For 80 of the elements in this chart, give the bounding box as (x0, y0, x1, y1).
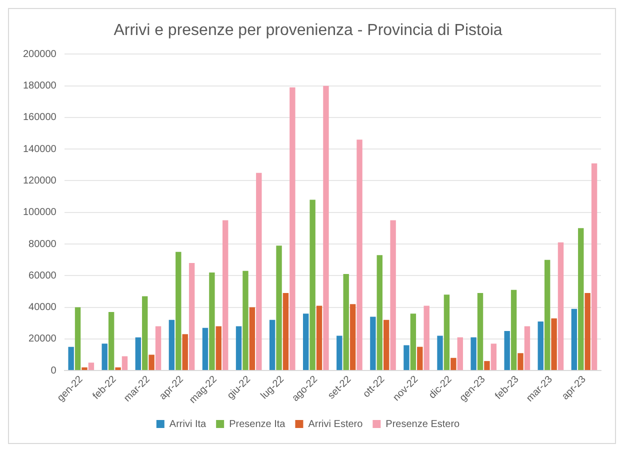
bar (256, 172, 262, 370)
bar (202, 328, 208, 370)
y-tick-label: 120000 (22, 175, 57, 186)
bar (316, 306, 322, 370)
bar (350, 304, 356, 370)
bar (74, 307, 81, 370)
legend-label: Arrivi Estero (308, 418, 364, 430)
bar (390, 220, 396, 370)
y-tick-label: 160000 (22, 112, 57, 124)
bar (544, 260, 550, 370)
bar (182, 334, 188, 370)
bar (404, 345, 410, 370)
bar (457, 337, 463, 370)
bar (490, 344, 497, 370)
bar (370, 316, 376, 370)
bar (142, 296, 148, 370)
bar (323, 86, 329, 370)
bar (470, 337, 476, 370)
bar (558, 242, 564, 370)
bar (102, 344, 108, 370)
bar (383, 320, 390, 370)
bar (510, 290, 517, 370)
y-tick-label: 0 (50, 365, 57, 376)
bar (269, 320, 276, 370)
bar (343, 274, 349, 370)
bar (115, 367, 121, 370)
bar (303, 314, 309, 370)
bar (310, 200, 316, 370)
bar (88, 362, 94, 370)
bar (376, 255, 382, 370)
bar (356, 140, 362, 370)
bar (437, 336, 443, 370)
bar (135, 337, 142, 370)
y-tick-label: 180000 (22, 80, 57, 92)
y-tick-label: 200000 (22, 48, 57, 60)
chart-title: Arrivi e presenze per provenienza - Provincia di Pistoia (114, 22, 502, 40)
bar (155, 326, 162, 370)
legend-label: Presenze Estero (386, 418, 460, 430)
bar (518, 353, 524, 370)
bar (524, 326, 530, 370)
bar (551, 318, 557, 370)
bar (450, 358, 456, 370)
bar (336, 336, 342, 370)
y-tick-label: 40000 (28, 302, 57, 314)
bar (538, 322, 544, 370)
bar (410, 314, 416, 370)
bar (578, 228, 584, 370)
bar (276, 246, 282, 370)
bar (216, 326, 222, 370)
bar (477, 293, 484, 370)
bar (209, 272, 215, 370)
y-tick-label: 60000 (28, 270, 57, 282)
y-tick-label: 100000 (22, 207, 57, 218)
bar (222, 220, 228, 370)
y-tick-label: 140000 (22, 144, 57, 155)
bar (424, 306, 430, 370)
bar (168, 320, 175, 370)
bar (176, 252, 182, 370)
y-tick-label: 80000 (28, 238, 57, 250)
bar (504, 330, 510, 370)
bar (82, 367, 88, 370)
legend-label: Arrivi Ita (169, 418, 207, 430)
bar (444, 294, 450, 370)
bar (571, 308, 578, 370)
bar (108, 312, 114, 370)
bar (591, 163, 598, 370)
bar (417, 346, 423, 370)
bar (249, 307, 256, 370)
legend-label: Presenze Ita (229, 418, 286, 430)
bar (282, 293, 289, 370)
bar (188, 262, 195, 370)
y-tick-label: 20000 (28, 334, 57, 345)
bar (584, 293, 590, 370)
bar (484, 361, 490, 370)
bar (290, 87, 296, 370)
bar (242, 270, 248, 370)
bar (236, 326, 242, 370)
bar (122, 356, 128, 370)
bar (68, 346, 74, 370)
bar (148, 354, 154, 370)
